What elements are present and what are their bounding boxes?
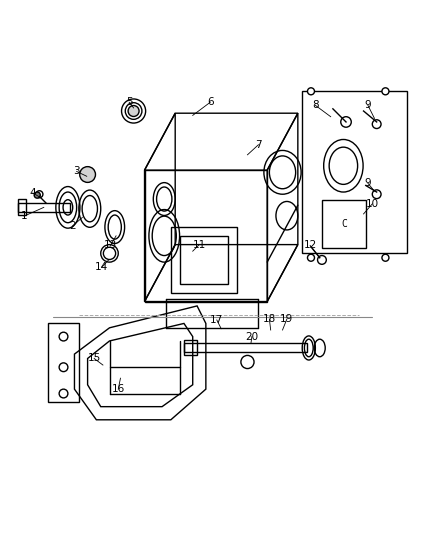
Bar <box>322 200 366 248</box>
Text: 7: 7 <box>255 140 262 150</box>
Text: 20: 20 <box>245 332 258 342</box>
Circle shape <box>307 254 314 261</box>
Text: 6: 6 <box>207 97 214 107</box>
Text: C: C <box>341 219 347 229</box>
Text: 9: 9 <box>364 100 371 110</box>
Circle shape <box>382 254 389 261</box>
Text: 14: 14 <box>95 262 108 272</box>
Text: 9: 9 <box>364 178 371 188</box>
Circle shape <box>382 88 389 95</box>
Text: 18: 18 <box>263 314 276 324</box>
Circle shape <box>34 192 40 198</box>
Text: 16: 16 <box>112 384 125 394</box>
Circle shape <box>36 191 43 198</box>
Bar <box>171 227 237 293</box>
Text: 19: 19 <box>280 314 293 324</box>
Text: 8: 8 <box>312 100 319 110</box>
Ellipse shape <box>128 106 139 117</box>
Text: 10: 10 <box>366 199 379 209</box>
Text: 2: 2 <box>69 221 76 231</box>
Bar <box>180 236 228 284</box>
Text: 11: 11 <box>193 240 206 249</box>
Circle shape <box>80 167 95 182</box>
Text: 1: 1 <box>21 211 28 221</box>
Text: 12: 12 <box>304 240 317 251</box>
Circle shape <box>307 88 314 95</box>
Text: 15: 15 <box>88 353 101 364</box>
Text: 4: 4 <box>29 188 36 198</box>
Text: 17: 17 <box>210 315 223 325</box>
Text: 5: 5 <box>126 97 133 107</box>
Text: 3: 3 <box>73 166 80 176</box>
Text: 13: 13 <box>104 240 117 251</box>
